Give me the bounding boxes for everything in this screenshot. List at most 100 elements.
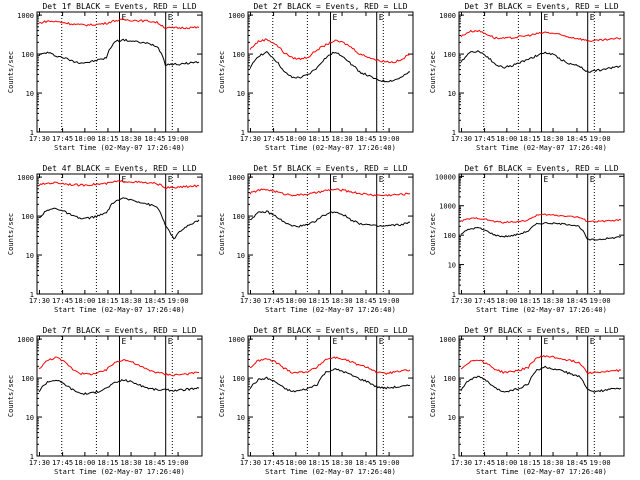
x-tick-label: 18:45 bbox=[355, 135, 376, 143]
plot-det-1: Det 1f BLACK = Events, RED = LLD E E 1 10 100… bbox=[7, 2, 203, 152]
x-tick-label: 17:30 bbox=[240, 297, 261, 305]
x-axis-label: Start Time (02-May-07 17:26:40) bbox=[54, 468, 185, 476]
x-tick-label: 18:45 bbox=[355, 297, 376, 305]
x-tick-label: 18:45 bbox=[566, 135, 587, 143]
plot-det-8: Det 8f BLACK = Events, RED = LLD E E 1 10 100… bbox=[218, 326, 414, 476]
x-tick-label: 17:45 bbox=[474, 297, 495, 305]
x-tick-label: 18:15 bbox=[519, 459, 540, 467]
event-marker-label: E bbox=[168, 13, 173, 22]
y-axis-label: Counts/sec bbox=[218, 213, 226, 255]
y-tick-label: 1 bbox=[452, 453, 456, 461]
x-tick-label: 18:30 bbox=[332, 459, 353, 467]
plot-title: Det 5f BLACK = Events, RED = LLD bbox=[253, 164, 407, 173]
x-tick-label: 18:00 bbox=[74, 135, 95, 143]
y-tick-label: 1 bbox=[30, 129, 34, 137]
x-axis-label: Start Time (02-May-07 17:26:40) bbox=[476, 468, 607, 476]
x-tick-label: 17:30 bbox=[29, 459, 50, 467]
x-axis-label: Start Time (02-May-07 17:26:40) bbox=[265, 144, 396, 152]
events-series-line bbox=[38, 379, 200, 396]
event-marker-label: E bbox=[122, 13, 127, 22]
event-marker-label: E bbox=[544, 13, 549, 22]
lld-series-line bbox=[38, 179, 200, 189]
x-tick-label: 19:00 bbox=[379, 135, 400, 143]
x-tick-label: 19:00 bbox=[379, 459, 400, 467]
x-tick-label: 17:30 bbox=[240, 135, 261, 143]
x-tick-label: 17:30 bbox=[451, 135, 472, 143]
lld-series-line bbox=[249, 38, 411, 64]
event-marker-label: E bbox=[333, 175, 338, 184]
x-tick-label: 18:15 bbox=[519, 135, 540, 143]
plot-title: Det 4f BLACK = Events, RED = LLD bbox=[42, 164, 196, 173]
y-tick-label: 10 bbox=[448, 262, 456, 270]
event-marker-label: E bbox=[379, 337, 384, 346]
plot-det-2: Det 2f BLACK = Events, RED = LLD E E 1 10 100… bbox=[218, 2, 414, 152]
x-tick-label: 18:45 bbox=[566, 297, 587, 305]
lld-series-line bbox=[460, 29, 622, 42]
x-tick-label: 18:00 bbox=[496, 459, 517, 467]
plot-det-3: Det 3f BLACK = Events, RED = LLD E E 1 10 100… bbox=[429, 2, 625, 152]
y-tick-label: 1000 bbox=[17, 174, 34, 182]
y-tick-label: 1000 bbox=[439, 12, 456, 20]
x-tick-label: 18:00 bbox=[74, 459, 95, 467]
event-marker-label: E bbox=[590, 175, 595, 184]
x-tick-label: 17:30 bbox=[29, 135, 50, 143]
y-tick-label: 1 bbox=[241, 129, 245, 137]
event-marker-label: E bbox=[122, 337, 127, 346]
x-tick-label: 18:00 bbox=[496, 135, 517, 143]
plot-det-7: Det 7f BLACK = Events, RED = LLD E E 1 10 100… bbox=[7, 326, 203, 476]
x-tick-label: 18:30 bbox=[332, 135, 353, 143]
lld-series-line bbox=[460, 354, 622, 374]
x-tick-label: 19:00 bbox=[590, 459, 611, 467]
x-tick-label: 17:30 bbox=[240, 459, 261, 467]
y-tick-label: 1000 bbox=[228, 174, 245, 182]
x-tick-label: 17:30 bbox=[29, 297, 50, 305]
lld-series-line bbox=[249, 188, 411, 197]
x-axis-label: Start Time (02-May-07 17:26:40) bbox=[265, 306, 396, 314]
lld-series-line bbox=[249, 356, 411, 375]
plot-title: Det 1f BLACK = Events, RED = LLD bbox=[42, 2, 196, 11]
plot-det-5: Det 5f BLACK = Events, RED = LLD E E 1 10 100… bbox=[218, 164, 414, 314]
y-tick-label: 10 bbox=[26, 414, 34, 422]
x-tick-label: 18:15 bbox=[97, 297, 118, 305]
y-tick-label: 100 bbox=[443, 232, 456, 240]
x-axis-label: Start Time (02-May-07 17:26:40) bbox=[476, 144, 607, 152]
x-tick-label: 17:45 bbox=[263, 135, 284, 143]
y-axis-label: Counts/sec bbox=[429, 213, 437, 255]
y-tick-label: 1 bbox=[30, 453, 34, 461]
y-tick-label: 100 bbox=[21, 51, 34, 59]
y-tick-label: 10 bbox=[237, 414, 245, 422]
y-tick-label: 100 bbox=[21, 213, 34, 221]
y-tick-label: 1000 bbox=[228, 12, 245, 20]
x-tick-label: 18:45 bbox=[144, 297, 165, 305]
y-tick-label: 100 bbox=[21, 375, 34, 383]
y-tick-label: 10 bbox=[237, 90, 245, 98]
y-tick-label: 10 bbox=[26, 252, 34, 260]
plot-det-9: Det 9f BLACK = Events, RED = LLD E E 1 10 100… bbox=[429, 326, 625, 476]
event-marker-label: E bbox=[168, 337, 173, 346]
plot-det-6: Det 6f BLACK = Events, RED = LLD E E 1 10 100… bbox=[429, 164, 625, 314]
y-tick-label: 10 bbox=[26, 90, 34, 98]
y-axis-label: Counts/sec bbox=[7, 51, 15, 93]
y-tick-label: 10 bbox=[448, 90, 456, 98]
y-tick-label: 1 bbox=[452, 129, 456, 137]
x-tick-label: 17:45 bbox=[474, 459, 495, 467]
y-tick-label: 100 bbox=[232, 51, 245, 59]
y-tick-label: 1 bbox=[241, 291, 245, 299]
x-tick-label: 17:30 bbox=[451, 459, 472, 467]
y-axis-label: Counts/sec bbox=[429, 375, 437, 417]
plot-title: Det 2f BLACK = Events, RED = LLD bbox=[253, 2, 407, 11]
y-axis-label: Counts/sec bbox=[429, 51, 437, 93]
x-tick-label: 19:00 bbox=[590, 135, 611, 143]
events-series-line bbox=[460, 365, 622, 393]
y-tick-label: 100 bbox=[232, 375, 245, 383]
event-marker-label: E bbox=[590, 337, 595, 346]
x-tick-label: 18:00 bbox=[285, 135, 306, 143]
y-tick-label: 100 bbox=[232, 213, 245, 221]
y-tick-label: 1000 bbox=[228, 336, 245, 344]
events-series-line bbox=[38, 38, 200, 66]
y-tick-label: 1 bbox=[452, 291, 456, 299]
event-marker-label: E bbox=[379, 13, 384, 22]
x-tick-label: 17:45 bbox=[474, 135, 495, 143]
event-marker-label: E bbox=[379, 175, 384, 184]
